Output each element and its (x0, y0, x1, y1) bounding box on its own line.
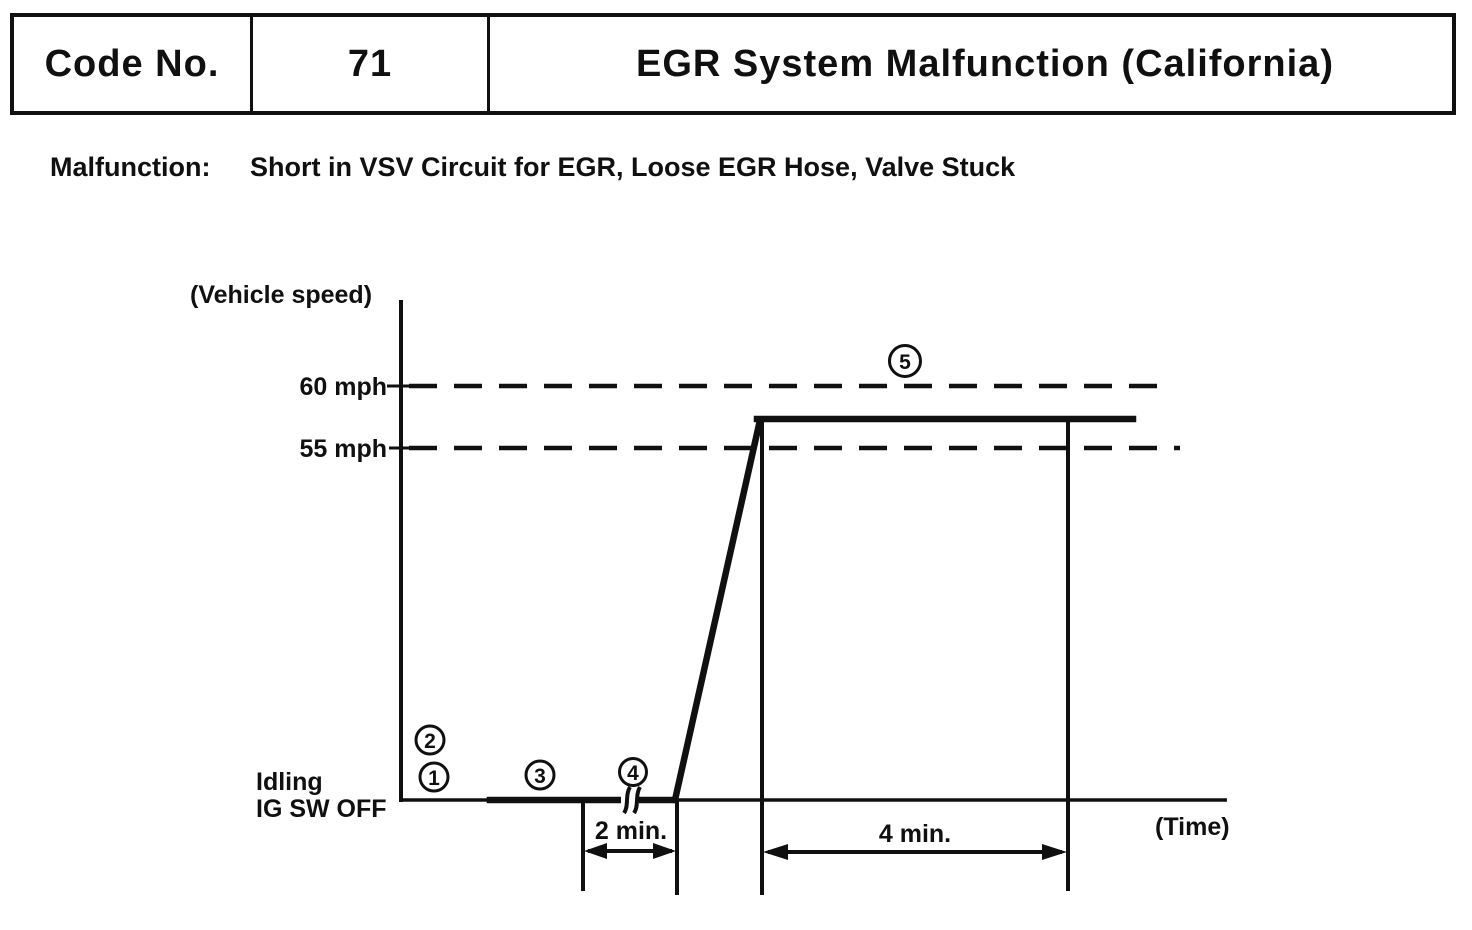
arrow-2min-head-left (584, 843, 607, 859)
step-2-circle (414, 724, 446, 756)
speed-60mph-label: 60 mph (299, 373, 387, 401)
droplines (581, 420, 1070, 895)
axis-break-stroke-2 (632, 785, 642, 815)
code-no-label: Code No. (44, 42, 220, 85)
reference-lines (409, 383, 1180, 451)
y-axis-label: (Vehicle speed) (190, 281, 372, 309)
step-3-number: 3 (534, 765, 546, 788)
arrow-4min-head-right (1042, 844, 1067, 860)
interval-4min-label: 4 min. (879, 820, 951, 848)
idling-label: Idling (256, 768, 323, 796)
acceleration-segment (671, 416, 764, 804)
step-1-circle (418, 761, 450, 793)
ig-sw-off-label: IG SW OFF (256, 795, 387, 823)
axes (387, 300, 1227, 802)
arrow-2min-head-right (653, 843, 676, 859)
step-4-circle (618, 757, 648, 787)
step-markers: 2 1 3 4 5 (414, 344, 922, 793)
axis-break-stroke-1 (622, 785, 632, 815)
step-5-circle (888, 344, 922, 378)
code-value: 71 (347, 42, 393, 85)
step-4-number: 4 (627, 762, 639, 785)
step-2-number: 2 (424, 730, 436, 753)
speed-profile (486, 415, 1137, 804)
dtc-title: EGR System Malfunction (California) (636, 42, 1334, 85)
interval-arrow-2min (584, 843, 676, 859)
step-1-number: 1 (428, 767, 440, 790)
interval-2min-label: 2 min. (595, 817, 667, 845)
chart-labels: (Vehicle speed) 60 mph 55 mph Idling IG … (190, 281, 1230, 848)
arrow-4min-head-left (763, 844, 788, 860)
code-table: Code No. 71 EGR System Malfunction (Cali… (10, 13, 1456, 115)
step-3-circle (524, 759, 556, 791)
interval-arrow-4min (763, 844, 1067, 860)
speed-55mph-label: 55 mph (299, 435, 387, 463)
x-axis-label: (Time) (1155, 813, 1230, 841)
step-5-number: 5 (899, 351, 911, 374)
malfunction-description: Short in VSV Circuit for EGR, Loose EGR … (250, 152, 1016, 182)
code-no-cell: Code No. (14, 17, 253, 111)
code-title-cell: EGR System Malfunction (California) (490, 17, 1452, 111)
malfunction-label: Malfunction: (50, 152, 211, 182)
axis-break (621, 785, 642, 815)
code-value-cell: 71 (253, 17, 490, 111)
malfunction-row: Malfunction: Short in VSV Circuit for EG… (0, 152, 1472, 186)
